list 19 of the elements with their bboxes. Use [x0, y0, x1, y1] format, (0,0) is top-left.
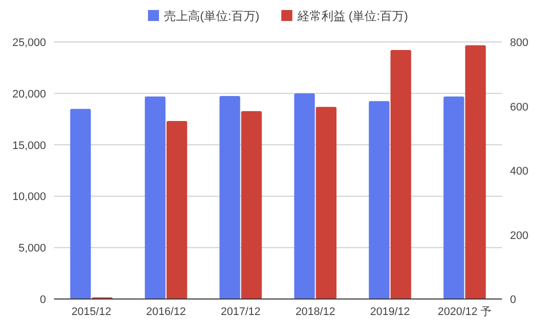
y-tick-label: 10,000: [12, 191, 46, 204]
y2-tick-label: 200: [510, 230, 528, 242]
y2-tick-label: 800: [510, 37, 528, 49]
x-tick-label: 2019/12: [370, 306, 410, 318]
x-tick-label: 2017/12: [220, 306, 261, 318]
y-tick-label: 20,000: [12, 88, 46, 100]
y2-tick-label: 0: [510, 294, 516, 306]
y-tick-label: 25,000: [12, 37, 46, 49]
y2-tick-label: 600: [510, 101, 528, 114]
x-tick-label: 2020/12 予: [438, 306, 492, 318]
y-tick-label: 0: [40, 294, 46, 306]
y2-tick-label: 400: [510, 166, 528, 178]
x-tick-label: 2016/12: [146, 306, 186, 318]
legend-label: 売上高(単位:百万): [164, 9, 260, 23]
y-tick-label: 5,000: [18, 242, 46, 255]
legend-label: 経常利益 (単位:百万): [296, 9, 408, 23]
x-tick-label: 2018/12: [295, 306, 336, 318]
y-tick-label: 15,000: [12, 140, 46, 152]
x-tick-label: 2015/12: [71, 306, 112, 318]
